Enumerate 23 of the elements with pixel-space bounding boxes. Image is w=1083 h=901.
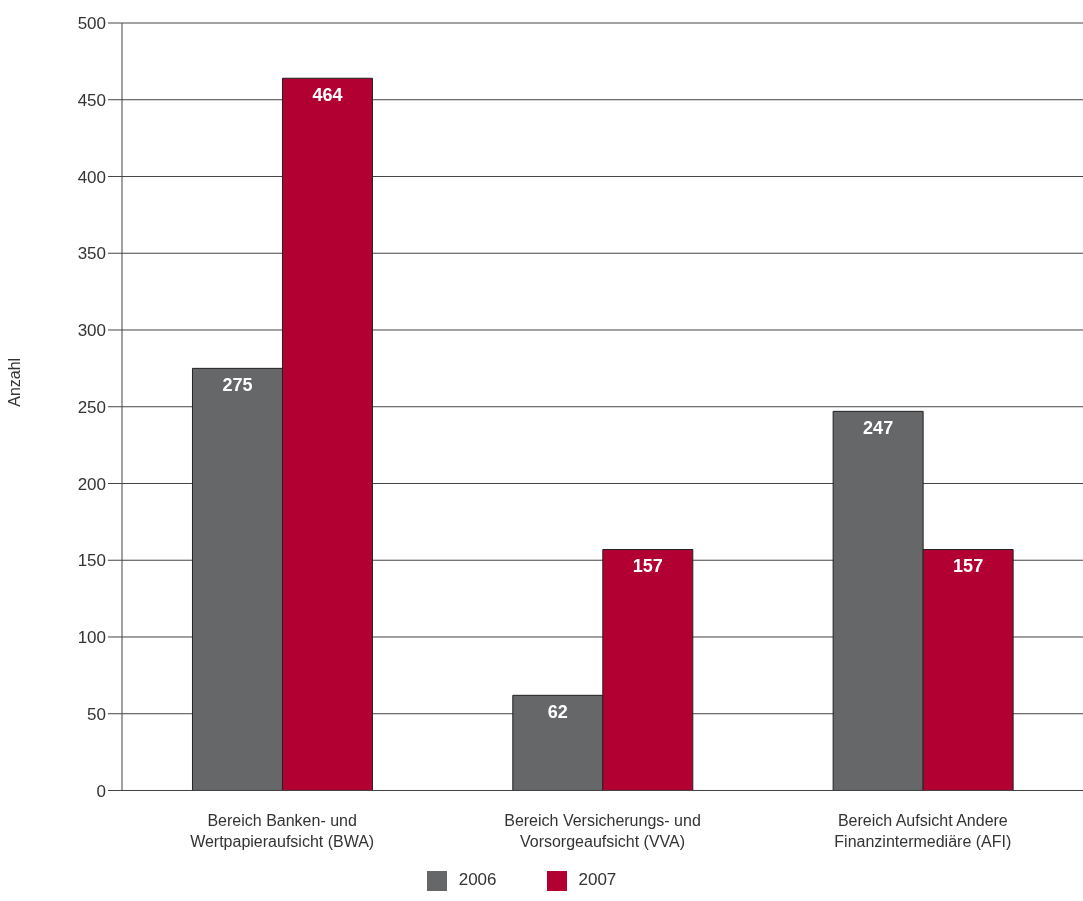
data-label: 62 bbox=[547, 702, 568, 723]
data-label: 157 bbox=[632, 556, 663, 577]
y-tick-label: 250 bbox=[77, 397, 106, 417]
x-tick-label: Bereich Versicherungs- und Vorsorgeaufsicht (VVA) bbox=[504, 812, 701, 851]
y-tick-label: 150 bbox=[77, 551, 106, 571]
x-tick-label: Bereich Aufsicht Andere Finanzintermediäre (AFI) bbox=[834, 812, 1012, 851]
data-label: 275 bbox=[222, 375, 253, 396]
y-tick-label: 450 bbox=[77, 90, 106, 110]
y-tick-label: 200 bbox=[77, 474, 106, 494]
y-tick-label: 350 bbox=[77, 244, 106, 264]
legend-label: 2006 bbox=[458, 870, 497, 890]
y-tick-label: 500 bbox=[77, 14, 106, 34]
y-tick-label: 50 bbox=[87, 704, 106, 724]
data-label: 157 bbox=[953, 556, 984, 577]
x-tick-label: Bereich Banken- und Wertpapieraufsicht (BWA) bbox=[190, 812, 375, 851]
y-axis-title: Anzahl bbox=[5, 357, 23, 407]
legend-label: 2007 bbox=[578, 870, 617, 890]
data-label: 464 bbox=[312, 85, 343, 106]
data-label: 247 bbox=[863, 418, 894, 439]
y-tick-label: 0 bbox=[96, 781, 106, 801]
y-tick-label: 300 bbox=[77, 321, 106, 341]
y-tick-label: 400 bbox=[77, 167, 106, 187]
y-tick-label: 100 bbox=[77, 628, 106, 648]
